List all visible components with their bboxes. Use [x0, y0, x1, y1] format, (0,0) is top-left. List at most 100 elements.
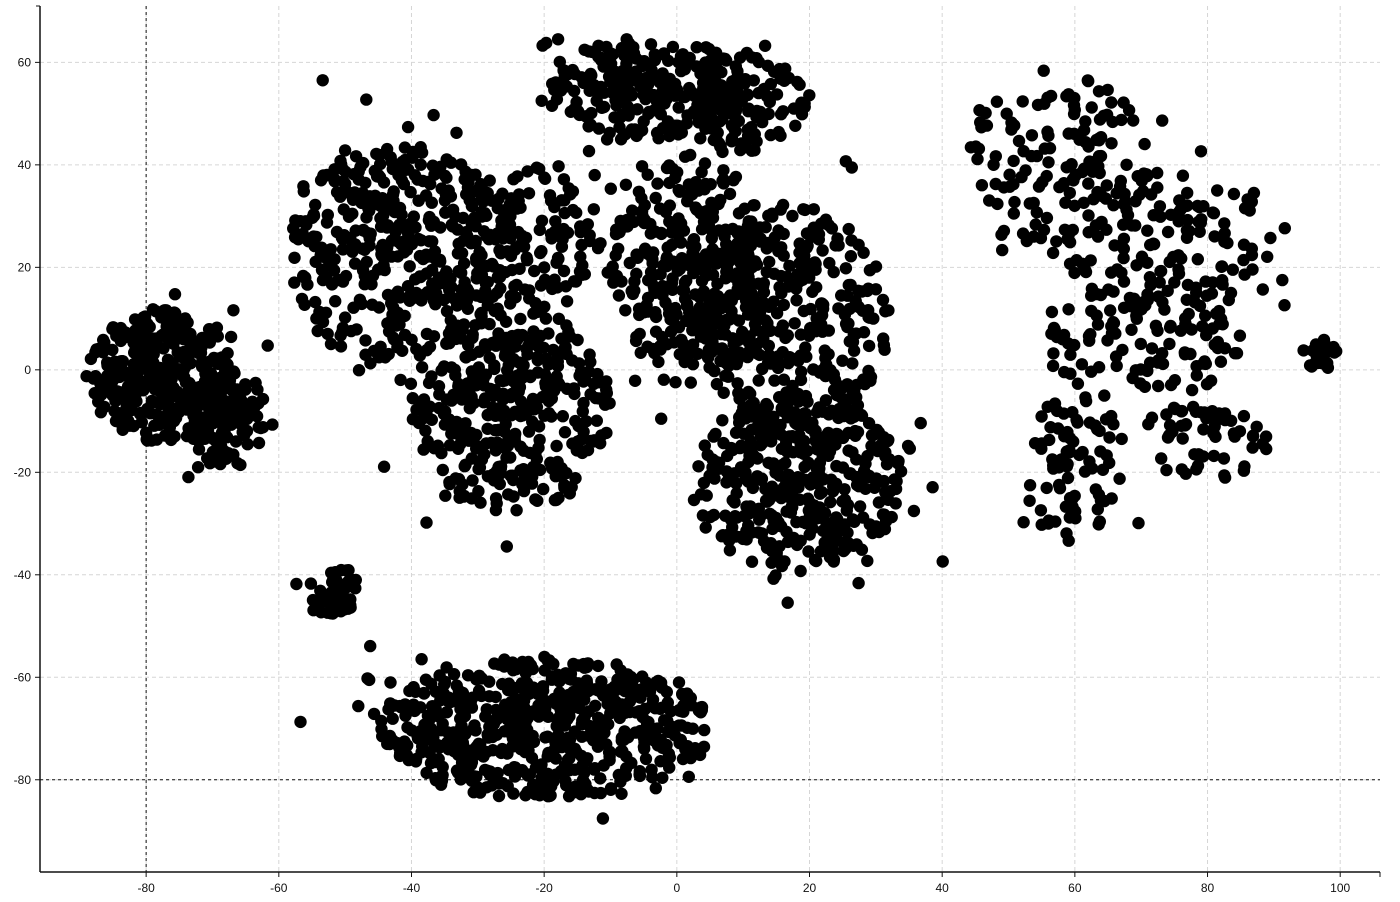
data-point	[422, 376, 436, 390]
data-point	[616, 94, 629, 108]
data-point	[534, 279, 548, 292]
data-point	[507, 173, 520, 186]
data-point	[718, 91, 731, 104]
data-point	[638, 702, 652, 716]
data-point	[741, 88, 754, 101]
data-point	[295, 292, 309, 306]
data-point	[700, 109, 713, 123]
data-point	[754, 510, 767, 523]
data-point	[803, 89, 816, 102]
data-point	[776, 319, 789, 332]
data-point	[252, 397, 265, 410]
data-point	[1187, 400, 1200, 414]
data-point	[95, 374, 109, 387]
data-point	[777, 481, 790, 495]
data-point	[1127, 114, 1140, 127]
y-tick-label: 60	[18, 55, 32, 69]
data-point	[364, 357, 377, 370]
data-point	[1144, 278, 1157, 292]
data-point	[734, 143, 747, 157]
data-point	[1233, 329, 1247, 342]
data-point	[619, 304, 632, 317]
data-point	[384, 697, 397, 710]
data-point	[1314, 346, 1327, 359]
data-point	[451, 223, 464, 236]
data-point	[341, 575, 355, 588]
data-point	[1176, 432, 1189, 445]
data-point	[1063, 257, 1077, 270]
data-point	[1060, 90, 1073, 103]
data-point	[437, 407, 451, 421]
data-point	[552, 376, 565, 390]
data-point	[454, 332, 468, 345]
x-tick-label: 60	[1068, 881, 1082, 895]
data-point	[665, 277, 679, 290]
data-point	[424, 177, 437, 191]
data-point	[1156, 357, 1170, 371]
data-point	[825, 222, 839, 235]
data-point	[155, 311, 168, 324]
data-point	[1176, 169, 1190, 182]
data-point	[632, 302, 646, 315]
data-point	[501, 364, 514, 377]
data-point	[861, 449, 874, 463]
data-point	[1076, 445, 1089, 459]
data-point	[560, 295, 574, 308]
data-point	[423, 235, 436, 248]
data-point	[926, 481, 939, 494]
data-point	[1156, 347, 1169, 360]
data-point	[440, 336, 453, 350]
data-point	[452, 377, 465, 391]
data-point	[479, 284, 492, 297]
data-point	[720, 237, 733, 251]
data-point	[754, 426, 767, 440]
data-point	[410, 403, 423, 416]
data-point	[492, 192, 505, 206]
data-point	[171, 346, 184, 359]
data-point	[591, 367, 604, 381]
data-point	[458, 173, 471, 186]
data-point	[447, 292, 460, 305]
data-point	[809, 432, 823, 446]
data-point	[651, 722, 664, 735]
data-point	[709, 461, 722, 474]
data-point	[822, 324, 835, 337]
data-point	[558, 342, 571, 355]
data-point	[641, 168, 654, 181]
data-point	[836, 495, 849, 508]
data-point	[515, 229, 529, 242]
data-point	[364, 639, 377, 653]
data-point	[756, 295, 769, 308]
data-point	[698, 439, 711, 452]
data-point	[615, 731, 629, 744]
data-point	[649, 782, 662, 795]
data-point	[614, 745, 627, 758]
data-point	[997, 181, 1011, 194]
data-point	[224, 330, 238, 344]
data-point	[623, 705, 636, 719]
data-point	[565, 745, 578, 758]
data-point	[179, 312, 192, 325]
data-point	[669, 376, 682, 389]
data-point	[413, 249, 427, 263]
data-point	[680, 274, 693, 287]
data-point	[759, 221, 772, 234]
data-point	[763, 95, 776, 109]
data-point	[1053, 180, 1066, 194]
data-point	[1027, 196, 1040, 210]
data-point	[468, 719, 481, 732]
data-point	[133, 362, 147, 376]
data-point	[533, 433, 546, 447]
data-point	[1100, 449, 1113, 462]
data-point	[836, 354, 849, 367]
data-point	[473, 180, 487, 193]
data-point	[674, 64, 688, 78]
data-point	[1056, 333, 1069, 346]
data-point	[1141, 224, 1154, 237]
data-point	[810, 443, 824, 456]
x-tick-label: -20	[535, 881, 553, 895]
data-point	[751, 337, 764, 351]
data-point	[495, 214, 508, 227]
data-point	[192, 435, 205, 448]
data-point	[494, 460, 508, 473]
